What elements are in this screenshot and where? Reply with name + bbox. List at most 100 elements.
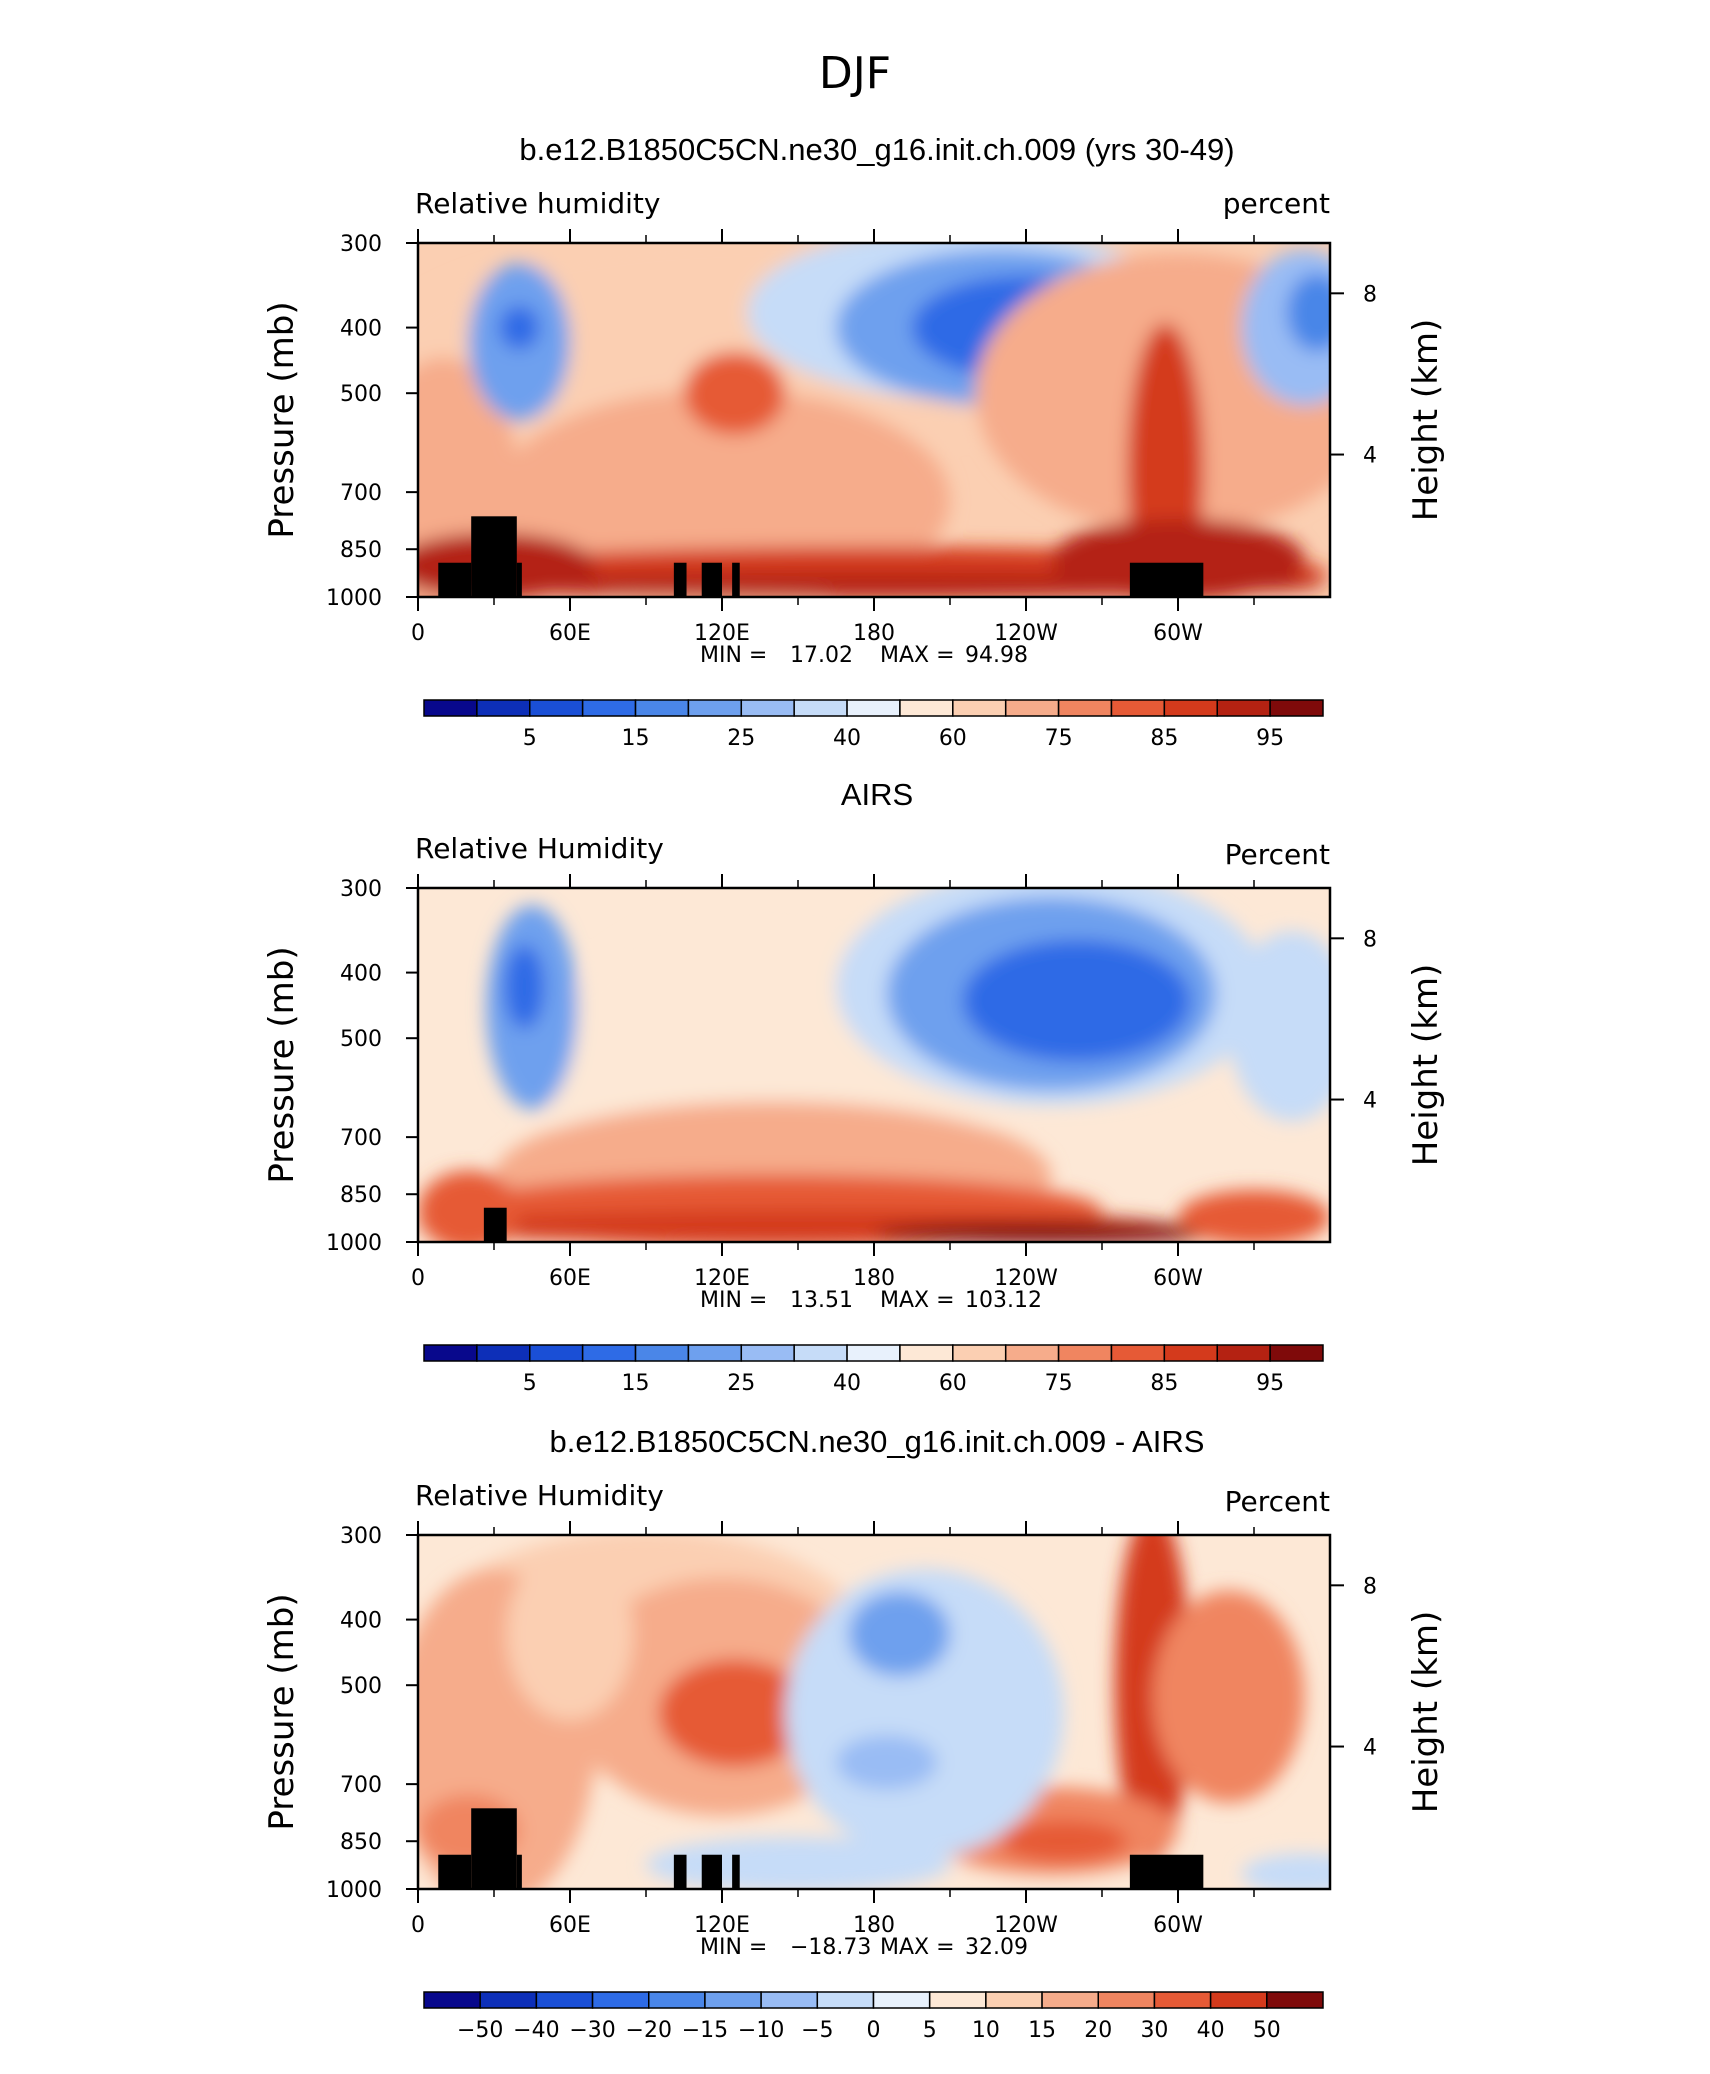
colorbar-box bbox=[1041, 1991, 1099, 2009]
colorbar-box bbox=[1266, 1991, 1324, 2009]
heatmap-field bbox=[418, 243, 1330, 597]
colorbar-label: 75 bbox=[1045, 726, 1073, 751]
y-tick-label: 400 bbox=[340, 317, 382, 342]
colorbar-box bbox=[476, 699, 531, 717]
y-tick-label: 1000 bbox=[326, 1878, 382, 1903]
colorbar-box bbox=[1057, 699, 1113, 717]
colorbar-box bbox=[1269, 1344, 1324, 1362]
colorbar-label: 50 bbox=[1253, 2018, 1281, 2043]
y2-tick-label: 8 bbox=[1363, 927, 1377, 952]
contour-region bbox=[494, 389, 950, 597]
max-label: MAX = bbox=[880, 643, 955, 668]
colorbar-label: 40 bbox=[1197, 2018, 1225, 2043]
panel-left-label: Relative Humidity bbox=[415, 832, 664, 865]
colorbar-box bbox=[899, 1344, 954, 1362]
panel-right-label: Percent bbox=[1225, 1485, 1330, 1518]
colorbar-label: 20 bbox=[1084, 2018, 1112, 2043]
colorbar-label: 75 bbox=[1045, 1371, 1073, 1396]
colorbar-label: −30 bbox=[569, 2018, 615, 2043]
colorbar-box bbox=[591, 1991, 650, 2009]
colorbar-box bbox=[872, 1991, 931, 2009]
land-mask bbox=[701, 562, 722, 597]
y-tick-label: 850 bbox=[340, 538, 382, 563]
panel-title: b.e12.B1850C5CN.ne30_g16.init.ch.009 (yr… bbox=[519, 132, 1234, 167]
colorbar-label: −50 bbox=[457, 2018, 503, 2043]
land-mask bbox=[471, 516, 517, 597]
colorbar-label: 40 bbox=[833, 726, 861, 751]
contour-region bbox=[646, 1837, 950, 1889]
colorbar-box bbox=[899, 699, 954, 717]
y2-axis-title: Height (km) bbox=[1406, 319, 1446, 522]
contour-region bbox=[1286, 273, 1330, 352]
y-tick-label: 1000 bbox=[326, 1231, 382, 1256]
land-mask bbox=[701, 1854, 722, 1889]
contour-region bbox=[1000, 1820, 1128, 1863]
colorbar-box bbox=[1057, 1344, 1113, 1362]
max-label: MAX = bbox=[880, 1288, 955, 1313]
min-value: −18.73 bbox=[790, 1935, 871, 1960]
colorbar-label: −10 bbox=[738, 2018, 784, 2043]
panel-model: b.e12.B1850C5CN.ne30_g16.init.ch.009 (yr… bbox=[262, 132, 1446, 751]
y2-axis-title: Height (km) bbox=[1406, 1611, 1446, 1814]
max-value: 103.12 bbox=[965, 1288, 1042, 1313]
land-mask bbox=[516, 562, 522, 597]
land-mask bbox=[1129, 562, 1204, 597]
colorbar-label: −15 bbox=[682, 2018, 728, 2043]
max-label: MAX = bbox=[880, 1935, 955, 1960]
land-mask bbox=[471, 1808, 517, 1889]
x-tick-label: 120E bbox=[694, 1913, 750, 1938]
colorbar-label: 15 bbox=[622, 1371, 650, 1396]
colorbar-label: 95 bbox=[1256, 1371, 1284, 1396]
colorbar-box bbox=[1163, 1344, 1218, 1362]
contour-region bbox=[1051, 519, 1305, 597]
colorbar-box bbox=[581, 699, 637, 717]
heatmap-field bbox=[418, 888, 1330, 1242]
x-tick-label: 120W bbox=[994, 621, 1058, 646]
land-mask bbox=[483, 1207, 507, 1242]
x-tick-label: 60E bbox=[549, 621, 591, 646]
y-axis-title: Pressure (mb) bbox=[262, 946, 302, 1183]
y-tick-label: 850 bbox=[340, 1830, 382, 1855]
colorbar-box bbox=[648, 1991, 706, 2009]
y-axis-title: Pressure (mb) bbox=[262, 301, 302, 538]
x-tick-label: 120E bbox=[694, 1266, 750, 1291]
panel-right-label: percent bbox=[1223, 187, 1330, 220]
colorbar-box bbox=[952, 699, 1007, 717]
x-tick-label: 0 bbox=[411, 1266, 425, 1291]
contour-region bbox=[1178, 1190, 1330, 1242]
contour-region bbox=[1114, 1535, 1191, 1863]
colorbar-box bbox=[952, 1344, 1007, 1362]
y-tick-label: 500 bbox=[340, 382, 382, 407]
max-value: 94.98 bbox=[965, 643, 1028, 668]
contour-region bbox=[848, 1591, 950, 1677]
contour-region bbox=[874, 1222, 1229, 1242]
land-mask bbox=[438, 562, 472, 597]
x-tick-label: 0 bbox=[411, 1913, 425, 1938]
land-mask bbox=[1129, 1854, 1204, 1889]
colorbar-box bbox=[1004, 1344, 1060, 1362]
colorbar-box bbox=[535, 1991, 594, 2009]
panel-right-label: Percent bbox=[1225, 838, 1330, 871]
colorbar-label: 10 bbox=[972, 2018, 1000, 2043]
colorbar-box bbox=[1216, 699, 1271, 717]
y2-tick-label: 4 bbox=[1363, 1089, 1377, 1114]
contour-region bbox=[506, 1547, 634, 1721]
x-tick-label: 60E bbox=[549, 1913, 591, 1938]
contour-region bbox=[658, 1659, 811, 1768]
colorbar-box bbox=[1209, 1991, 1268, 2009]
x-tick-label: 60E bbox=[549, 1266, 591, 1291]
y2-tick-label: 4 bbox=[1363, 1736, 1377, 1761]
x-tick-label: 60W bbox=[1153, 621, 1203, 646]
colorbar-box bbox=[928, 1991, 987, 2009]
colorbar-box bbox=[1163, 699, 1218, 717]
colorbar-box bbox=[476, 1344, 531, 1362]
colorbar-box bbox=[1110, 699, 1166, 717]
contour-region bbox=[1228, 931, 1330, 1122]
colorbar-box bbox=[479, 1991, 538, 2009]
y2-tick-label: 8 bbox=[1363, 282, 1377, 307]
colorbar-box bbox=[634, 699, 690, 717]
colorbar-box bbox=[423, 1344, 478, 1362]
x-tick-label: 120W bbox=[994, 1913, 1058, 1938]
colorbar-label: 25 bbox=[727, 1371, 755, 1396]
colorbar-box bbox=[1216, 1344, 1271, 1362]
